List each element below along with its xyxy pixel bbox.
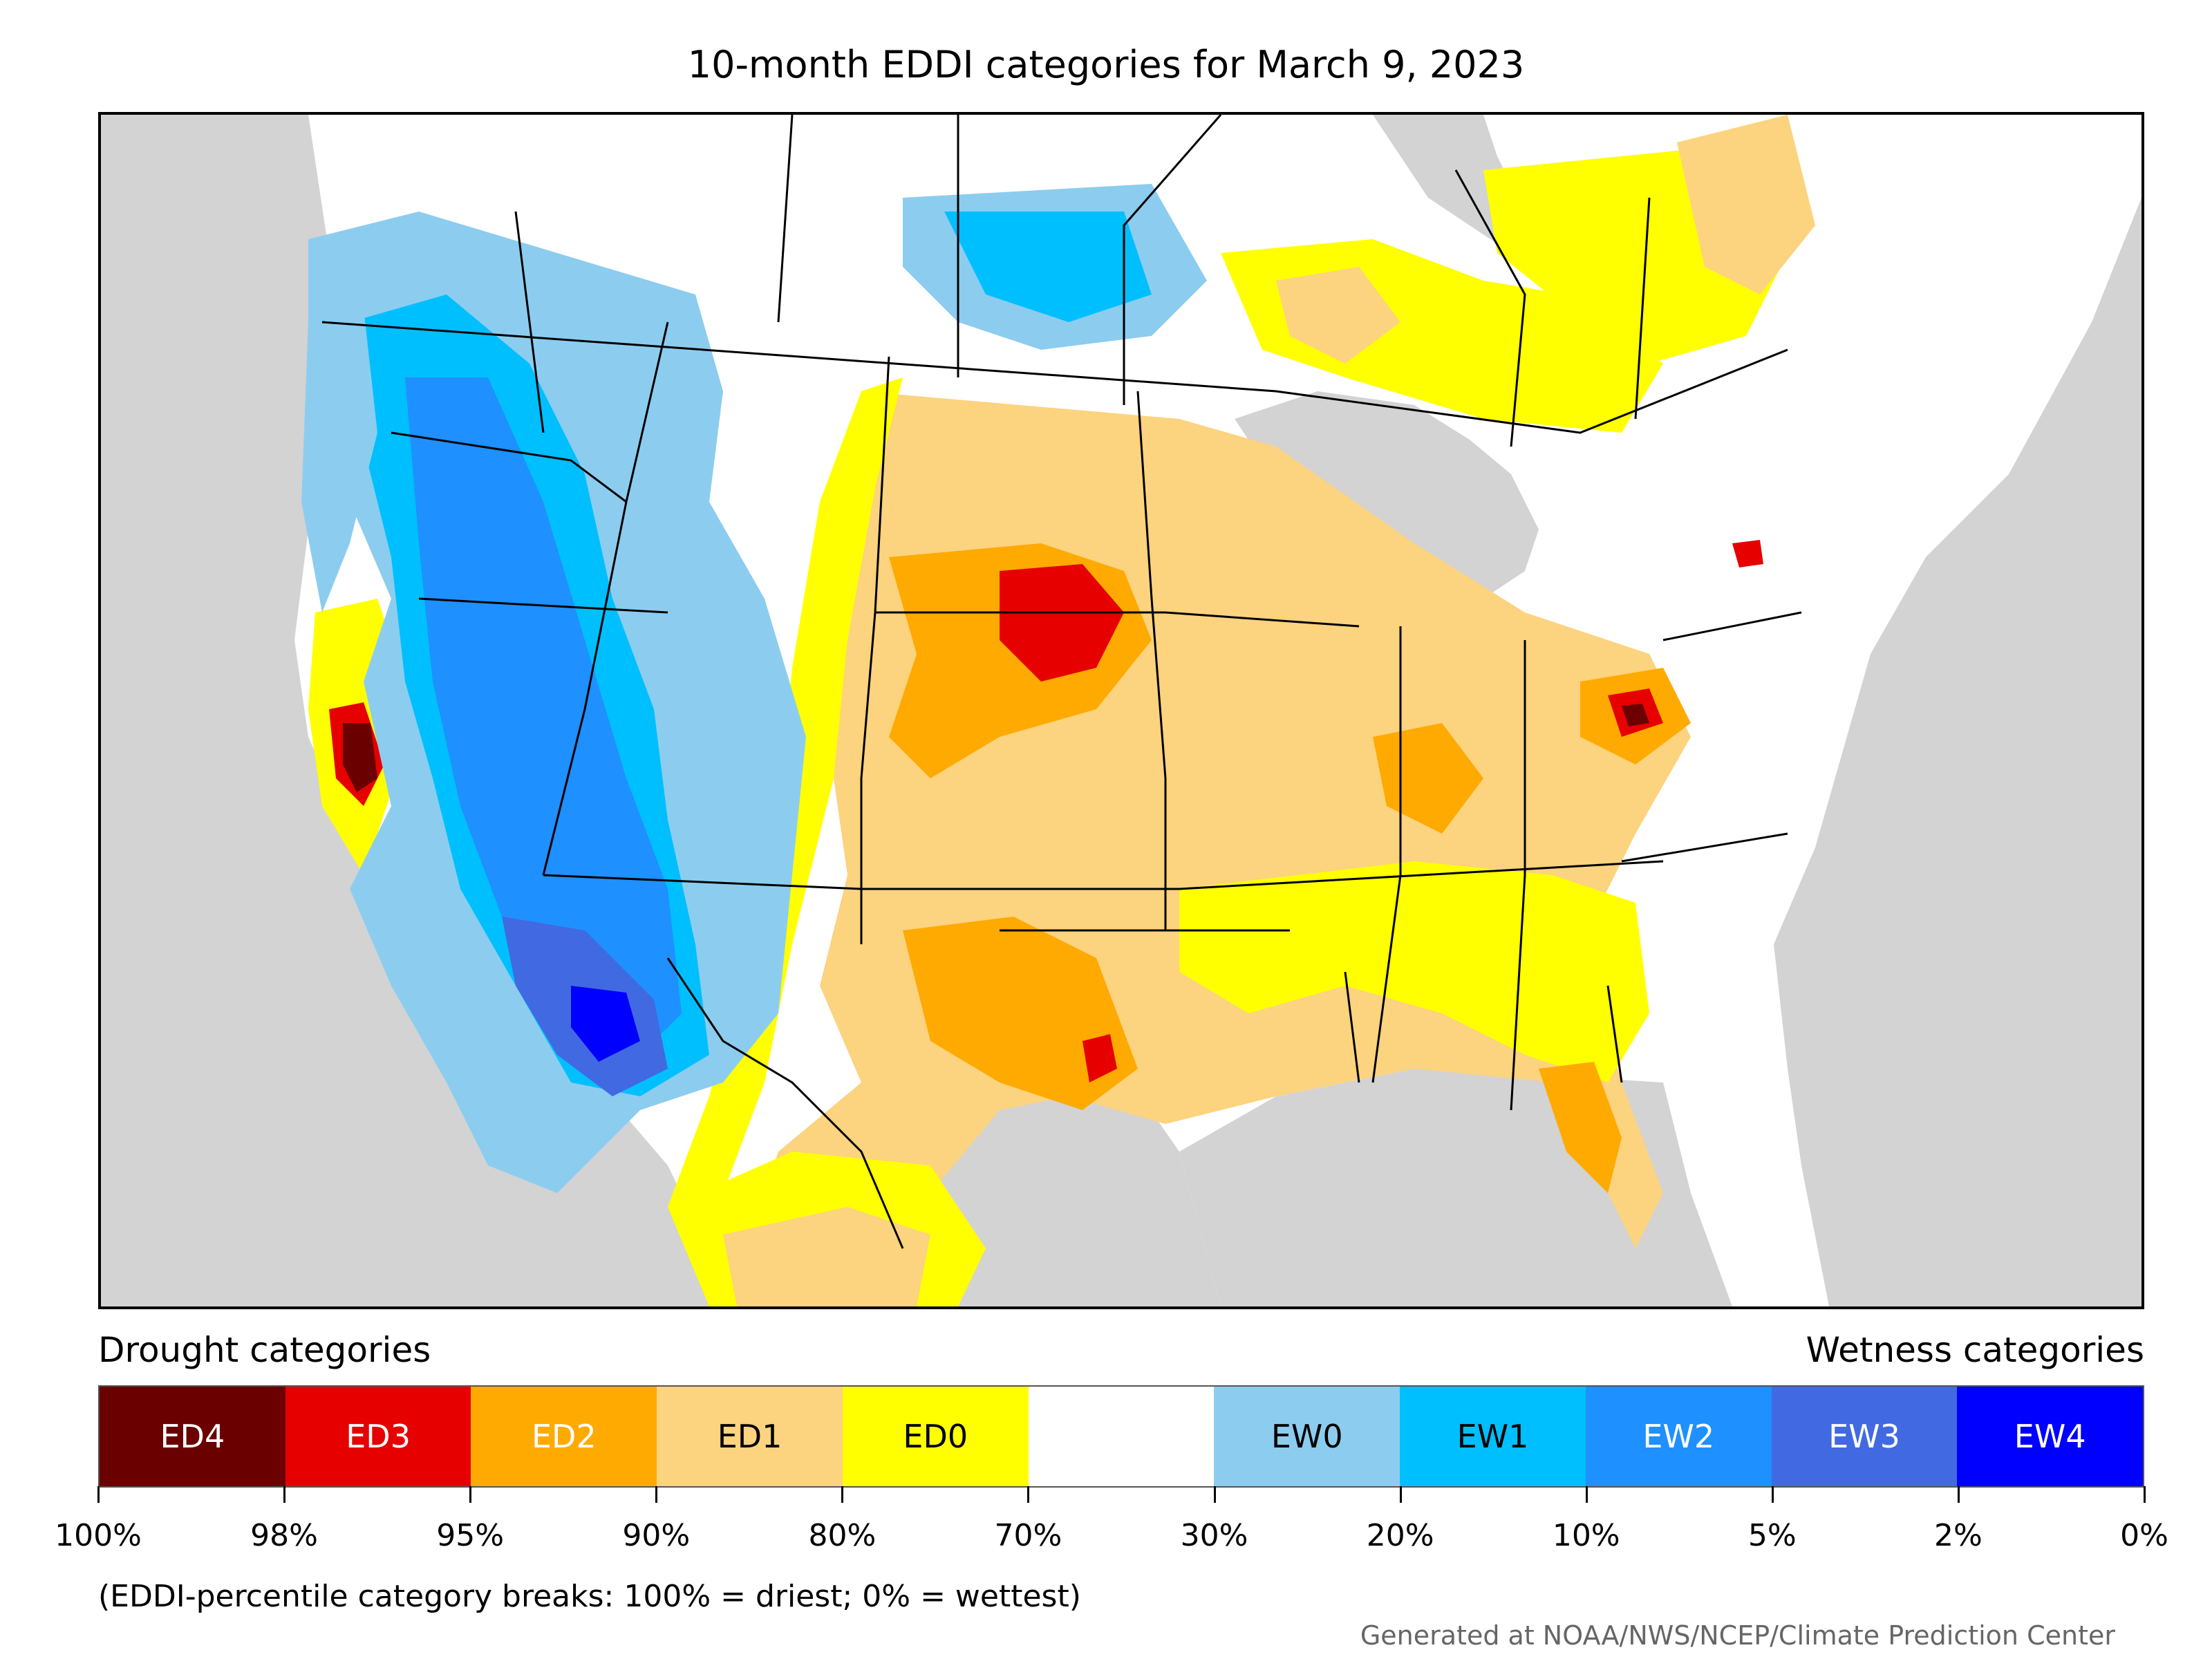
legend-break-label: 0% [2120, 1518, 2168, 1553]
ed1-canada [1276, 267, 1400, 364]
legend-segment-ed3: ED3 [285, 1387, 471, 1486]
boundary-lines [321, 115, 1802, 1249]
legend-tick [841, 1486, 844, 1503]
category-breaks-note: (EDDI-percentile category breaks: 100% =… [98, 1579, 1081, 1614]
legend-tick [1957, 1486, 1960, 1503]
hudson-bay [1373, 115, 1525, 253]
ed3-massachusetts [1732, 540, 1763, 568]
ed0-southeast [1179, 861, 1649, 1082]
legend-tick [1027, 1486, 1030, 1503]
legend-segment-ew2: EW2 [1585, 1387, 1772, 1486]
ew0-west-coast [301, 308, 377, 612]
legend-tick [2144, 1486, 2146, 1503]
legend-break-label: 10% [1552, 1518, 1620, 1553]
ed3-texas [1082, 1034, 1117, 1082]
category-tick-marks [97, 1486, 2146, 1503]
credit-line: Generated at NOAA/NWS/NCEP/Climate Predi… [1360, 1620, 2115, 1651]
legend-segment-ew3: EW3 [1771, 1387, 1958, 1486]
ed4-california [343, 723, 377, 792]
legend-break-label: 5% [1747, 1518, 1797, 1553]
legend-segment-ew0: EW0 [1214, 1387, 1400, 1486]
ed4-virginia [1622, 704, 1649, 727]
legend-segment-ed2: ED2 [471, 1387, 657, 1486]
legend-break-label: 2% [1934, 1518, 1983, 1553]
legend-break-label: 30% [1180, 1518, 1248, 1553]
legend-break-label: 100% [55, 1518, 142, 1553]
legend-tick [1399, 1486, 1402, 1503]
ed2-florida [1539, 1062, 1622, 1193]
legend-break-label: 98% [250, 1518, 318, 1553]
legend-segment-ew1: EW1 [1400, 1387, 1586, 1486]
ed1-quebec [1677, 115, 1815, 294]
legend-break-label: 90% [622, 1518, 691, 1553]
atlantic-ocean [1774, 198, 2141, 1306]
ed2-texas [903, 917, 1138, 1110]
category-break-labels: 100% 98% 95% 90% 80% 70% 30% 20% 10% 5% 2% 0% [55, 1518, 2168, 1559]
legend-segment-ed0: ED0 [842, 1387, 1029, 1486]
legend-break-label: 80% [808, 1518, 877, 1553]
pacific-ocean [101, 115, 460, 1306]
wetness-categories-heading: Wetness categories [1806, 1330, 2144, 1370]
legend-break-label: 70% [994, 1518, 1062, 1553]
drought-categories-heading: Drought categories [98, 1330, 431, 1370]
legend-segment-ew4: EW4 [1957, 1387, 2144, 1486]
legend-break-label: 20% [1366, 1518, 1434, 1553]
legend-tick [283, 1486, 286, 1503]
ed3-nebraska [1000, 564, 1124, 682]
category-color-bar: ED4 ED3 ED2 ED1 ED0 EW0 EW1 EW2 EW3 EW4 [98, 1385, 2144, 1488]
legend-tick [655, 1486, 658, 1503]
eddi-map [98, 112, 2144, 1309]
legend-break-label: 95% [436, 1518, 505, 1553]
legend-segment-ed4: ED4 [100, 1387, 285, 1486]
eddi-map-graphic [101, 115, 2141, 1306]
legend-tick [97, 1486, 100, 1503]
legend-segment-near-normal [1028, 1387, 1215, 1486]
legend-tick [1771, 1486, 1774, 1503]
legend-tick [1585, 1486, 1588, 1503]
chart-title: 10-month EDDI categories for March 9, 20… [687, 43, 1525, 86]
ew2-west [405, 377, 682, 1069]
legend-segment-ed1: ED1 [657, 1387, 843, 1486]
ed1-south-texas [723, 1207, 930, 1306]
ew1-canada-prairie [944, 212, 1152, 322]
legend-tick [469, 1486, 472, 1503]
ew4-southwest [571, 986, 640, 1062]
legend-tick [1213, 1486, 1216, 1503]
